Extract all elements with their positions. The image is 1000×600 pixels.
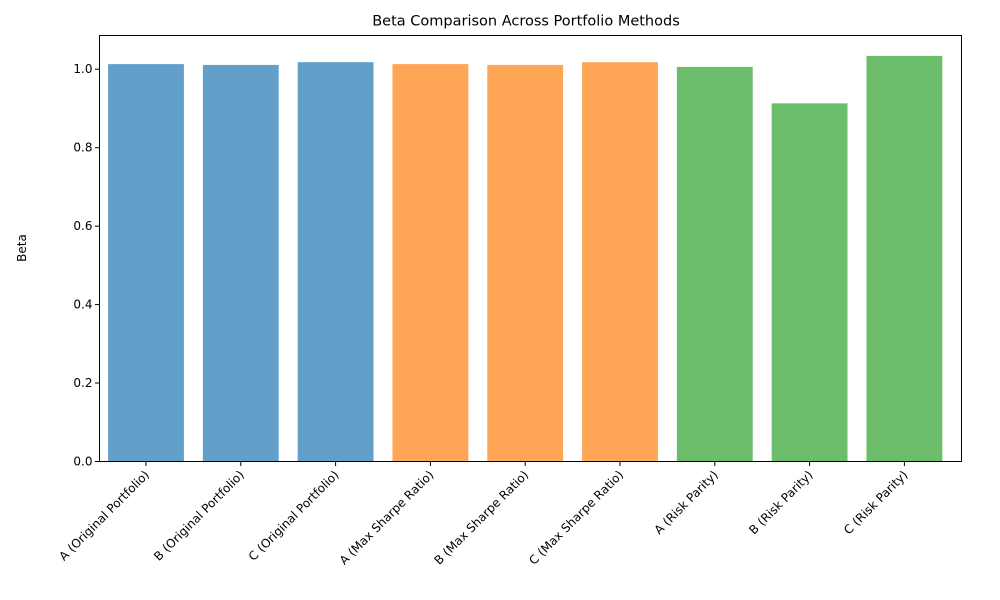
y-tick-label: 0.0 [73, 455, 92, 469]
y-axis-label: Beta [15, 234, 29, 262]
bar-7 [676, 66, 753, 462]
x-tick-label: A (Risk Parity) [651, 468, 720, 537]
x-tick-label: B (Risk Parity) [746, 468, 815, 537]
y-axis: 0.0 0.2 0.4 0.6 0.8 1.0 [73, 62, 100, 469]
y-tick-label: 0.8 [73, 141, 92, 155]
x-tick-label: A (Max Sharpe Ratio) [337, 468, 437, 568]
bar-5 [487, 64, 564, 462]
y-tick-label: 0.6 [73, 219, 92, 233]
x-axis: A (Original Portfolio)B (Original Portfo… [56, 461, 911, 568]
x-tick-label: C (Risk Parity) [841, 468, 911, 538]
bar-2 [202, 64, 279, 462]
bar-6 [582, 62, 658, 462]
bars-group [108, 55, 943, 462]
bar-9 [866, 55, 943, 462]
bar-3 [297, 62, 374, 462]
bar-4 [392, 64, 469, 462]
x-tick-label: A (Original Portfolio) [56, 468, 152, 564]
x-tick-label: C (Max Sharpe Ratio) [526, 468, 626, 568]
x-tick-label: B (Original Portfolio) [151, 468, 247, 564]
chart-title: Beta Comparison Across Portfolio Methods [372, 14, 680, 30]
bar-1 [108, 64, 184, 462]
y-tick-label: 1.0 [73, 62, 92, 76]
bar-8 [771, 103, 848, 462]
y-tick-label: 0.4 [73, 298, 92, 312]
x-tick-label: B (Max Sharpe Ratio) [431, 468, 531, 568]
y-tick-label: 0.2 [73, 376, 92, 390]
x-tick-label: C (Original Portfolio) [246, 468, 342, 564]
plot-frame [99, 35, 962, 462]
